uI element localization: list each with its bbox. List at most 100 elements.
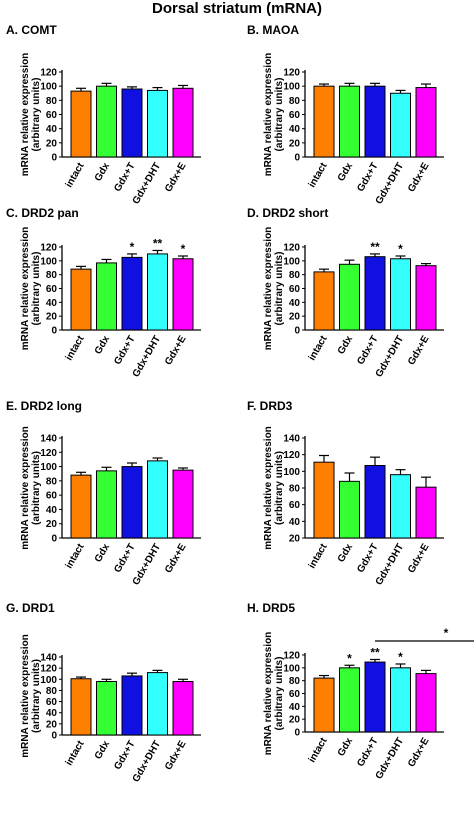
x-tick-label: Gdx [93, 739, 112, 762]
bar [147, 89, 168, 158]
bar [364, 465, 386, 539]
y-tick-label: 120 [283, 450, 300, 461]
y-axis-label-line: (arbitrary units) [274, 451, 285, 525]
x-tick-label: intact [64, 333, 87, 362]
y-axis-label-line: (arbitrary units) [31, 78, 42, 152]
bar [172, 87, 194, 158]
bar [70, 474, 92, 539]
x-tick-label: Gdx [336, 334, 355, 357]
x-tick-label: Gdx+E [163, 334, 189, 367]
significance-mark: * [347, 651, 352, 665]
x-tick-label: intact [64, 738, 87, 767]
y-tick-label: 140 [40, 434, 57, 445]
x-tick-label: Gdx+T [355, 542, 380, 575]
y-tick-label: 0 [294, 326, 300, 337]
x-tick-label: Gdx+T [112, 542, 137, 575]
significance-mark: * [398, 242, 403, 256]
y-tick-label: 20 [289, 138, 301, 149]
bar [339, 480, 360, 539]
y-axis-label: mRNA relative expression(arbitrary units… [20, 634, 42, 758]
y-axis-label: mRNA relative expression(arbitrary units… [263, 632, 285, 756]
bar [147, 460, 168, 539]
significance-mark: * [130, 240, 135, 254]
chart-panel: G. DRD1 mRNA relative expression(arbitrar… [6, 601, 201, 784]
x-tick-label: Gdx+E [406, 161, 432, 194]
y-axis-label-line: mRNA relative expression [20, 227, 31, 351]
y-tick-label: 20 [46, 312, 58, 323]
panel-title: D. DRD2 short [247, 206, 328, 220]
x-tick-label: Gdx+E [163, 161, 189, 194]
bar [339, 667, 360, 733]
bar [364, 661, 386, 733]
y-tick-label: 60 [289, 500, 301, 511]
y-tick-label: 80 [289, 270, 301, 281]
x-tick-label: intact [307, 735, 330, 764]
y-tick-label: 0 [51, 534, 57, 545]
bar [390, 474, 411, 539]
y-tick-label: 120 [40, 243, 57, 254]
chart-panel: A. COMT mRNA relative expression(arbitrar… [6, 23, 201, 206]
x-tick-label: Gdx+E [163, 739, 189, 772]
y-axis-label-line: (arbitrary units) [31, 252, 42, 326]
x-tick-label: intact [307, 541, 330, 570]
y-axis-label-line: (arbitrary units) [31, 451, 42, 525]
y-tick-label: 60 [289, 689, 301, 700]
x-tick-label: Gdx+E [406, 334, 432, 367]
x-tick-label: Gdx+E [406, 542, 432, 575]
bar [70, 268, 92, 331]
bar [121, 466, 143, 539]
y-tick-label: 100 [40, 82, 57, 93]
bar [339, 263, 360, 331]
panel-title: A. COMT [6, 23, 57, 37]
x-tick-label: Gdx [336, 161, 355, 184]
bar [390, 92, 411, 158]
y-tick-label: 100 [283, 256, 300, 267]
x-tick-label: Gdx+T [112, 739, 137, 772]
bar [313, 677, 335, 733]
bar [70, 90, 92, 158]
y-tick-label: 140 [283, 434, 300, 445]
y-tick-label: 80 [46, 96, 58, 107]
y-tick-label: 20 [46, 138, 58, 149]
y-tick-label: 60 [46, 697, 58, 708]
y-tick-label: 0 [294, 153, 300, 164]
significance-mark: ** [370, 645, 380, 659]
y-axis-label-line: mRNA relative expression [20, 634, 31, 758]
panel-title: F. DRD3 [247, 399, 293, 413]
page-title: Dorsal striatum (mRNA) [151, 0, 323, 17]
y-axis-label-line: mRNA relative expression [263, 227, 274, 351]
bar [364, 85, 386, 158]
y-tick-label: 20 [289, 715, 301, 726]
bar [415, 265, 437, 331]
bar [415, 87, 437, 158]
y-tick-label: 40 [46, 124, 58, 135]
x-tick-label: intact [64, 160, 87, 189]
x-tick-label: Gdx+T [112, 161, 137, 194]
bar [390, 667, 411, 733]
bar [121, 675, 143, 736]
y-tick-label: 0 [51, 731, 57, 742]
panel-title: E. DRD2 long [6, 399, 82, 413]
bar [415, 673, 437, 733]
chart-panel: D. DRD2 short mRNA relative expression(ar… [247, 206, 444, 379]
y-tick-label: 0 [51, 153, 57, 164]
y-tick-label: 60 [46, 284, 58, 295]
y-axis-label-line: mRNA relative expression [263, 53, 274, 177]
y-tick-label: 140 [40, 653, 57, 664]
x-tick-label: Gdx+T [112, 334, 137, 367]
y-axis-label-line: (arbitrary units) [274, 78, 285, 152]
chart-panel: F. DRD3 mRNA relative expression(arbitrar… [247, 399, 444, 587]
significance-mark: ** [370, 240, 380, 254]
y-axis-label: mRNA relative expression(arbitrary units… [20, 53, 42, 177]
chart-panel: H. DRD5 mRNA relative expression(arbitrar… [247, 601, 474, 781]
y-tick-label: 80 [46, 686, 58, 697]
x-tick-label: intact [307, 333, 330, 362]
y-tick-label: 120 [283, 651, 300, 662]
panel-title: H. DRD5 [247, 601, 295, 615]
y-tick-label: 60 [46, 110, 58, 121]
y-axis-label-line: mRNA relative expression [263, 426, 274, 550]
chart-panel: E. DRD2 long mRNA relative expression(arb… [6, 399, 201, 587]
y-tick-label: 80 [46, 476, 58, 487]
x-tick-label: Gdx+E [406, 736, 432, 769]
y-tick-label: 80 [289, 484, 301, 495]
